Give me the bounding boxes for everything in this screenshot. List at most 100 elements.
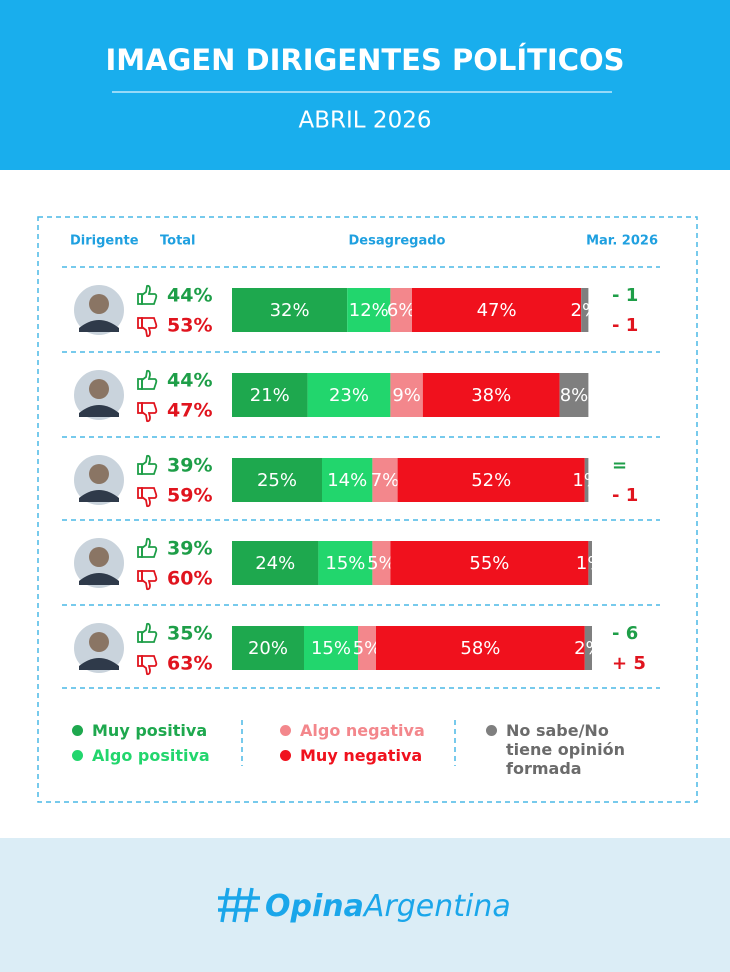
leader-photo-head — [89, 379, 109, 399]
total-positive: 39% — [167, 455, 212, 477]
leader-photo-body — [79, 573, 119, 585]
total-positive: 39% — [167, 538, 212, 560]
column-header: Dirigente — [70, 234, 139, 249]
bar-value-label: 23% — [329, 385, 369, 406]
bar-value-label: 52% — [471, 470, 511, 491]
bar-segment — [232, 626, 304, 670]
bar-value-label: 5% — [353, 638, 382, 659]
brand: OpinaArgentina — [265, 889, 511, 924]
thumb-part — [141, 402, 158, 423]
thumb-part — [141, 622, 158, 643]
thumb-part — [141, 369, 158, 390]
legend-swatch — [280, 725, 291, 736]
legend-item: Muy positiva — [72, 721, 222, 740]
chart-title: IMAGEN DIRIGENTES POLÍTICOS — [105, 43, 624, 77]
total-positive: 35% — [167, 623, 212, 645]
thumb-part — [141, 284, 158, 305]
bar-value-label: 32% — [270, 300, 310, 321]
change-negative: - 1 — [612, 485, 638, 506]
total-negative: 59% — [167, 485, 212, 507]
thumb-up-icon — [137, 284, 158, 305]
change-positive: = — [612, 455, 627, 476]
bar-value-label: 9% — [392, 385, 421, 406]
bar-segment — [390, 373, 423, 417]
thumb-part — [141, 454, 158, 475]
bar-segment — [588, 541, 592, 585]
bar-segment — [347, 288, 391, 332]
thumb-part — [141, 487, 158, 508]
bar-segment — [232, 458, 322, 502]
bar-segment — [390, 541, 589, 585]
brand-bold: Opina — [265, 889, 364, 924]
bar-value-label: 24% — [255, 553, 295, 574]
legend-label: Algo negativa — [300, 721, 425, 740]
bar-value-label: 2% — [571, 300, 600, 321]
bar-segment — [584, 458, 589, 502]
bar-value-label: 1% — [572, 470, 601, 491]
bar-segment — [397, 458, 585, 502]
leader-photo-body — [79, 490, 119, 502]
bar-value-label: 21% — [250, 385, 290, 406]
legend-label: No sabe/No tiene opinión formada — [506, 721, 625, 778]
leader-photo-head — [89, 464, 109, 484]
brand-regular: Argentina — [362, 889, 511, 924]
header-band — [0, 0, 730, 170]
bar-segment — [390, 288, 412, 332]
thumb-part — [141, 655, 158, 676]
bar-value-label: 7% — [371, 470, 400, 491]
bar-value-label: 12% — [349, 300, 389, 321]
total-positive: 44% — [167, 285, 212, 307]
bar-segment — [358, 626, 376, 670]
total-positive: 44% — [167, 370, 212, 392]
column-header: Mar. 2026 — [586, 234, 658, 249]
thumb-down-icon — [137, 570, 158, 591]
legend-label: Muy negativa — [300, 746, 423, 765]
bar-value-label: 38% — [471, 385, 511, 406]
total-negative: 60% — [167, 568, 212, 590]
bar-segment — [232, 288, 348, 332]
bar-value-label: 15% — [311, 638, 351, 659]
bar-segment — [372, 541, 391, 585]
bar-segment — [372, 458, 398, 502]
thumb-down-icon — [137, 317, 158, 338]
total-negative: 63% — [167, 653, 212, 675]
thumb-up-icon — [137, 369, 158, 390]
column-header: Desagregado — [349, 234, 446, 249]
thumb-up-icon — [137, 454, 158, 475]
leader-photo-body — [79, 405, 119, 417]
legend-label: Muy positiva — [92, 721, 208, 740]
thumb-down-icon — [137, 655, 158, 676]
change-positive: - 1 — [612, 285, 638, 306]
leader-photo-body — [79, 658, 119, 670]
bar-segment — [232, 541, 319, 585]
bar-value-label: 55% — [469, 553, 509, 574]
footer-band — [0, 838, 730, 972]
thumb-part — [141, 537, 158, 558]
legend-item: Algo negativa — [280, 721, 440, 740]
bar-segment — [376, 626, 585, 670]
leader-photo-head — [89, 547, 109, 567]
thumb-part — [141, 570, 158, 591]
bar-value-label: 8% — [560, 385, 589, 406]
bar-value-label: 20% — [248, 638, 288, 659]
legend-label: Algo positiva — [92, 746, 210, 765]
legend-swatch — [486, 725, 497, 736]
leader-photo-head — [89, 632, 109, 652]
legend-item: Algo positiva — [72, 746, 222, 765]
thumb-down-icon — [137, 487, 158, 508]
bar-value-label: 2% — [574, 638, 603, 659]
change-negative: - 1 — [612, 315, 638, 336]
bar-segment — [584, 626, 592, 670]
legend-swatch — [280, 750, 291, 761]
bar-value-label: 58% — [460, 638, 500, 659]
total-negative: 53% — [167, 315, 212, 337]
change-positive: - 6 — [612, 623, 638, 644]
logo-hash — [218, 887, 260, 923]
legend-item: Muy negativa — [280, 746, 440, 765]
bar-segment — [307, 373, 391, 417]
leader-photo-body — [79, 320, 119, 332]
bar-segment — [304, 626, 358, 670]
legend-swatch — [72, 750, 83, 761]
